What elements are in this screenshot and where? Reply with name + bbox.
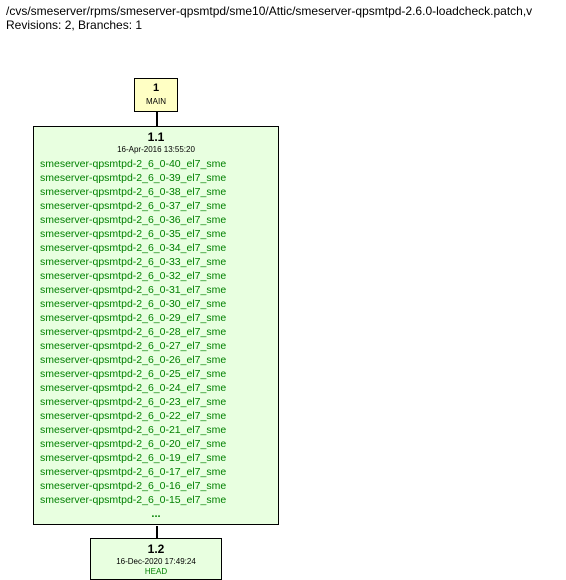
rev1-tag: smeserver-qpsmtpd-2_6_0-27_el7_sme (40, 339, 272, 353)
rev1-tag: smeserver-qpsmtpd-2_6_0-15_el7_sme (40, 493, 272, 507)
rev1-tag: smeserver-qpsmtpd-2_6_0-31_el7_sme (40, 283, 272, 297)
rev1-tag: smeserver-qpsmtpd-2_6_0-26_el7_sme (40, 353, 272, 367)
rev1-tag: smeserver-qpsmtpd-2_6_0-34_el7_sme (40, 241, 272, 255)
rev1-date: 16-Apr-2016 13:55:20 (40, 145, 272, 154)
rev1-tag: smeserver-qpsmtpd-2_6_0-40_el7_sme (40, 157, 272, 171)
rev1-tag: smeserver-qpsmtpd-2_6_0-39_el7_sme (40, 171, 272, 185)
rev1-tag: smeserver-qpsmtpd-2_6_0-16_el7_sme (40, 479, 272, 493)
rev1-tag: smeserver-qpsmtpd-2_6_0-22_el7_sme (40, 409, 272, 423)
rev1-tag: smeserver-qpsmtpd-2_6_0-35_el7_sme (40, 227, 272, 241)
node-revision-1-2: 1.2 16-Dec-2020 17:49:24 HEAD (90, 538, 222, 580)
main-branch-number: 1 (135, 81, 177, 95)
rev1-version: 1.1 (40, 130, 272, 144)
rev2-version: 1.2 (97, 542, 215, 556)
rev1-tag: smeserver-qpsmtpd-2_6_0-19_el7_sme (40, 451, 272, 465)
rev1-ellipsis: ... (40, 508, 272, 520)
rev1-tag: smeserver-qpsmtpd-2_6_0-38_el7_sme (40, 185, 272, 199)
rev2-date: 16-Dec-2020 17:49:24 (97, 557, 215, 566)
rev1-tag: smeserver-qpsmtpd-2_6_0-32_el7_sme (40, 269, 272, 283)
rev1-tag: smeserver-qpsmtpd-2_6_0-24_el7_sme (40, 381, 272, 395)
node-revision-1-1: 1.1 16-Apr-2016 13:55:20 smeserver-qpsmt… (33, 126, 279, 525)
node-main-branch: 1 MAIN (134, 78, 178, 112)
rev1-tag: smeserver-qpsmtpd-2_6_0-37_el7_sme (40, 199, 272, 213)
rev1-tag: smeserver-qpsmtpd-2_6_0-20_el7_sme (40, 437, 272, 451)
revisions-line: Revisions: 2, Branches: 1 (0, 18, 566, 40)
rev1-tag: smeserver-qpsmtpd-2_6_0-21_el7_sme (40, 423, 272, 437)
rev1-tag: smeserver-qpsmtpd-2_6_0-33_el7_sme (40, 255, 272, 269)
path-line: /cvs/smeserver/rpms/smeserver-qpsmtpd/sm… (0, 0, 566, 18)
rev1-tag: smeserver-qpsmtpd-2_6_0-29_el7_sme (40, 311, 272, 325)
rev2-head-label: HEAD (97, 567, 215, 576)
rev1-tag: smeserver-qpsmtpd-2_6_0-36_el7_sme (40, 213, 272, 227)
connector-main-rev1 (156, 112, 158, 126)
main-branch-label: MAIN (135, 95, 177, 109)
rev1-tag: smeserver-qpsmtpd-2_6_0-17_el7_sme (40, 465, 272, 479)
rev1-tag: smeserver-qpsmtpd-2_6_0-25_el7_sme (40, 367, 272, 381)
rev1-tag: smeserver-qpsmtpd-2_6_0-30_el7_sme (40, 297, 272, 311)
rev1-tag: smeserver-qpsmtpd-2_6_0-23_el7_sme (40, 395, 272, 409)
connector-rev1-rev2 (156, 526, 158, 538)
rev1-tag: smeserver-qpsmtpd-2_6_0-28_el7_sme (40, 325, 272, 339)
rev1-tag-list: smeserver-qpsmtpd-2_6_0-40_el7_smesmeser… (40, 157, 272, 507)
